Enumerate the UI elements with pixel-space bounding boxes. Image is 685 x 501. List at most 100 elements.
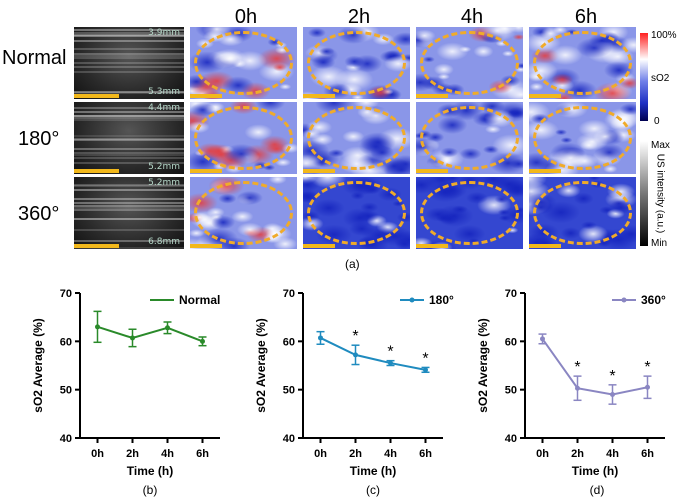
scale-bar xyxy=(303,244,335,248)
row-label-180: 180° xyxy=(18,128,60,150)
x-tick-label: 4h xyxy=(606,448,619,460)
data-point xyxy=(645,384,650,390)
so2-map-image xyxy=(303,177,410,249)
depth-bottom-label: 6.8mm xyxy=(148,237,180,247)
so2-map-image xyxy=(303,27,410,99)
roi-ellipse xyxy=(194,106,293,170)
y-axis-label: sO2 Average (%) xyxy=(476,318,490,412)
so2-colorbar-label: sO2 xyxy=(651,73,670,84)
y-tick-label: 70 xyxy=(60,288,72,300)
row-label-normal: Normal xyxy=(2,47,67,69)
so2-map-image xyxy=(303,102,410,174)
roi-ellipse xyxy=(307,181,406,245)
scale-bar xyxy=(74,94,119,98)
so2-map-image xyxy=(529,177,636,249)
row-label-360: 360° xyxy=(18,203,60,225)
roi-ellipse xyxy=(533,31,632,95)
y-tick-label: 70 xyxy=(505,288,517,300)
so2-colorbar-min: 0 xyxy=(654,116,660,127)
x-tick-label: 0h xyxy=(536,448,549,460)
so2-map-image xyxy=(529,102,636,174)
us-colorbar-min: Min xyxy=(651,238,668,249)
panel-label: (d) xyxy=(590,483,605,497)
data-point xyxy=(165,325,170,331)
y-tick-label: 50 xyxy=(283,385,295,397)
ultrasound-image: 3.9mm 5.3mm xyxy=(74,27,184,99)
scale-bar xyxy=(190,94,222,98)
x-axis-label: Time (h) xyxy=(572,464,618,478)
y-tick-label: 50 xyxy=(505,385,517,397)
scale-bar xyxy=(190,244,222,248)
so2-map-image xyxy=(529,27,636,99)
data-point xyxy=(423,367,428,373)
significance-marker: * xyxy=(644,359,650,376)
x-tick-label: 2h xyxy=(571,448,584,460)
scale-bar xyxy=(416,94,448,98)
us-colorbar-label: US intensity (a.u.) xyxy=(654,153,666,234)
panel-label: (c) xyxy=(366,483,380,497)
col-header-6h: 6h xyxy=(574,6,598,28)
data-point xyxy=(610,392,615,397)
x-tick-label: 4h xyxy=(161,448,174,460)
data-point xyxy=(200,338,205,344)
scale-bar xyxy=(74,169,119,173)
roi-ellipse xyxy=(533,106,632,170)
x-axis-label: Time (h) xyxy=(350,464,396,478)
legend-label: Normal xyxy=(179,293,220,307)
x-tick-label: 6h xyxy=(641,448,654,460)
scale-bar xyxy=(529,94,561,98)
so2-map-image xyxy=(416,177,523,249)
x-tick-label: 0h xyxy=(91,448,104,460)
y-tick-label: 40 xyxy=(283,433,295,445)
x-tick-label: 4h xyxy=(384,448,397,460)
series-line xyxy=(541,338,648,396)
legend-label: 180° xyxy=(429,293,454,307)
data-point xyxy=(130,335,135,341)
depth-bottom-label: 5.3mm xyxy=(148,87,180,97)
y-tick-label: 50 xyxy=(60,385,72,397)
roi-ellipse xyxy=(420,31,519,95)
roi-ellipse xyxy=(307,31,406,95)
so2-map-image xyxy=(190,177,297,249)
x-tick-label: 2h xyxy=(126,448,139,460)
data-point xyxy=(388,360,393,366)
y-axis-label: sO2 Average (%) xyxy=(31,318,45,412)
x-tick-label: 6h xyxy=(196,448,209,460)
y-tick-label: 40 xyxy=(60,433,72,445)
legend-marker xyxy=(621,297,627,303)
col-header-2h: 2h xyxy=(347,6,371,28)
y-tick-label: 70 xyxy=(283,288,295,300)
ultrasound-image: 4.4mm 5.2mm xyxy=(74,102,184,174)
us-colorbar-max: Max xyxy=(651,140,670,151)
significance-marker: * xyxy=(422,350,428,367)
col-header-0h: 0h xyxy=(234,6,258,28)
depth-bottom-label: 5.2mm xyxy=(148,162,180,172)
col-header-4h: 4h xyxy=(460,6,484,28)
scale-bar xyxy=(74,244,119,248)
x-tick-label: 0h xyxy=(314,448,327,460)
roi-ellipse xyxy=(194,181,293,245)
significance-marker: * xyxy=(387,344,393,361)
significance-marker: * xyxy=(609,368,615,385)
x-tick-label: 2h xyxy=(349,448,362,460)
scale-bar xyxy=(529,169,561,173)
so2-map-image xyxy=(416,102,523,174)
so2-map-image xyxy=(190,27,297,99)
legend-marker xyxy=(409,297,415,303)
legend-label: 360° xyxy=(641,293,666,307)
scale-bar xyxy=(190,169,222,173)
so2-map-image xyxy=(190,102,297,174)
so2-colorbar xyxy=(640,33,648,121)
us-colorbar xyxy=(640,141,648,246)
data-point xyxy=(318,335,323,341)
roi-ellipse xyxy=(420,106,519,170)
data-point xyxy=(353,352,358,358)
significance-marker: * xyxy=(574,359,580,376)
roi-ellipse xyxy=(307,106,406,170)
y-tick-label: 40 xyxy=(505,433,517,445)
data-point xyxy=(540,336,545,342)
ultrasound-image: 5.2mm 6.8mm xyxy=(74,177,184,249)
y-axis-label: sO2 Average (%) xyxy=(254,318,268,412)
y-tick-label: 60 xyxy=(60,336,72,348)
scale-bar xyxy=(416,169,448,173)
